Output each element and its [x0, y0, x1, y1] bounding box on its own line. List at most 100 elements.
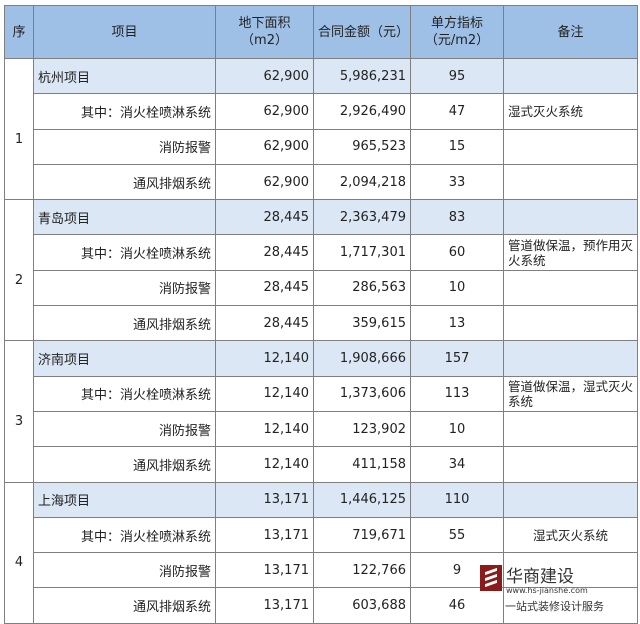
item-cell: 上海项目	[33, 481, 216, 518]
item-cell: 通风排烟系统	[33, 163, 216, 201]
amount-cell: 2,363,479	[313, 199, 411, 236]
item-cell: 通风排烟系统	[33, 587, 216, 624]
item-cell: 杭州项目	[33, 57, 216, 95]
item-cell: 其中：消火栓喷淋系统	[33, 375, 216, 412]
note-cell: 管道做保温，预作用灭火系统	[503, 234, 638, 271]
item-cell: 青岛项目	[33, 199, 216, 236]
amount-cell: 123,902	[313, 410, 411, 448]
table-row: 其中：消火栓喷淋系统 28,445 1,717,301 60 管道做保温，预作用灭火系统	[5, 234, 638, 271]
item-cell: 济南项目	[33, 340, 216, 377]
header-amount: 合同金额（元）	[313, 5, 411, 59]
header-note: 备注	[503, 5, 638, 59]
note-cell	[503, 305, 638, 342]
amount-cell: 359,615	[313, 305, 411, 342]
note-cell: 湿式灭火系统	[503, 93, 638, 130]
index-cell: 15	[410, 128, 504, 165]
area-cell: 28,445	[215, 269, 314, 307]
note-cell	[503, 128, 638, 165]
item-cell: 其中：消火栓喷淋系统	[33, 516, 216, 554]
area-cell: 13,171	[215, 587, 314, 624]
watermark-url: www.hs-jianshe.com	[506, 586, 588, 595]
table-row: 通风排烟系统 13,171 603,688 46	[5, 587, 638, 624]
index-cell: 10	[410, 410, 504, 448]
note-cell	[503, 199, 638, 236]
index-cell: 55	[410, 516, 504, 554]
index-cell: 13	[410, 305, 504, 342]
table-row: 消防报警 28,445 286,563 10	[5, 269, 638, 307]
logo-icon	[480, 565, 502, 591]
amount-cell: 1,717,301	[313, 234, 411, 271]
table-row: 通风排烟系统 28,445 359,615 13	[5, 305, 638, 342]
amount-cell: 2,926,490	[313, 93, 411, 130]
amount-cell: 1,446,125	[313, 481, 411, 518]
project-row: 2 青岛项目 28,445 2,363,479 83	[4, 199, 638, 342]
table-row: 其中：消火栓喷淋系统 12,140 1,373,606 113 管道做保温，湿式灭火系统	[5, 375, 638, 412]
note-cell	[503, 552, 638, 589]
table-row: 通风排烟系统 12,140 411,158 34	[5, 446, 638, 483]
index-cell: 47	[410, 93, 504, 130]
table-row: 其中：消火栓喷淋系统 62,900 2,926,490 47 湿式灭火系统	[5, 93, 638, 130]
amount-cell: 122,766	[313, 552, 411, 589]
amount-cell: 286,563	[313, 269, 411, 307]
index-cell: 95	[410, 57, 504, 95]
table-row: 消防报警 12,140 123,902 10	[5, 410, 638, 448]
area-cell: 12,140	[215, 410, 314, 448]
seq-cell: 4	[4, 481, 34, 624]
item-cell: 消防报警	[33, 410, 216, 448]
project-row: 1 杭州项目 62,900 5,986,231 95	[4, 57, 638, 201]
area-cell: 62,900	[215, 93, 314, 130]
amount-cell: 603,688	[313, 587, 411, 624]
area-cell: 12,140	[215, 446, 314, 483]
index-cell: 113	[410, 375, 504, 412]
header-row: 序 项目 地下面积（m2） 合同金额（元） 单方指标（元/m2） 备注	[4, 5, 638, 59]
index-cell: 157	[410, 340, 504, 377]
item-cell: 消防报警	[33, 552, 216, 589]
amount-cell: 1,373,606	[313, 375, 411, 412]
item-cell: 消防报警	[33, 128, 216, 165]
area-cell: 12,140	[215, 340, 314, 377]
area-cell: 28,445	[215, 199, 314, 236]
item-cell: 通风排烟系统	[33, 305, 216, 342]
area-cell: 62,900	[215, 128, 314, 165]
area-cell: 13,171	[215, 516, 314, 554]
seq-cell: 1	[4, 57, 34, 201]
area-cell: 13,171	[215, 481, 314, 518]
amount-cell: 411,158	[313, 446, 411, 483]
index-cell: 33	[410, 163, 504, 201]
table-row: 通风排烟系统 62,900 2,094,218 33	[5, 163, 638, 201]
index-cell: 34	[410, 446, 504, 483]
table-row: 消防报警 62,900 965,523 15	[5, 128, 638, 165]
note-cell	[503, 340, 638, 377]
area-cell: 28,445	[215, 305, 314, 342]
area-cell: 62,900	[215, 57, 314, 95]
note-cell	[503, 410, 638, 448]
note-cell	[503, 446, 638, 483]
amount-cell: 719,671	[313, 516, 411, 554]
item-cell: 消防报警	[33, 269, 216, 307]
watermark: 华商建设 www.hs-jianshe.com 一站式装修设计服务	[460, 562, 635, 620]
index-cell: 10	[410, 269, 504, 307]
header-index: 单方指标（元/m2）	[410, 5, 504, 59]
note-cell	[503, 163, 638, 201]
note-cell	[503, 481, 638, 518]
watermark-slogan: 一站式装修设计服务	[505, 600, 604, 613]
area-cell: 12,140	[215, 375, 314, 412]
header-item: 项目	[33, 5, 216, 59]
index-cell: 83	[410, 199, 504, 236]
item-cell: 其中：消火栓喷淋系统	[33, 234, 216, 271]
item-cell: 其中：消火栓喷淋系统	[33, 93, 216, 130]
cost-table: 序 项目 地下面积（m2） 合同金额（元） 单方指标（元/m2） 备注 1 杭州项…	[4, 5, 638, 624]
amount-cell: 1,908,666	[313, 340, 411, 377]
seq-cell: 2	[4, 199, 34, 342]
item-cell: 通风排烟系统	[33, 446, 216, 483]
index-cell: 60	[410, 234, 504, 271]
header-area: 地下面积（m2）	[215, 5, 314, 59]
project-row: 4 上海项目 13,171 1,446,125 110	[4, 481, 638, 624]
table-row: 其中：消火栓喷淋系统 13,171 719,671 55 湿式灭火系统	[5, 516, 638, 554]
area-cell: 62,900	[215, 163, 314, 201]
area-cell: 28,445	[215, 234, 314, 271]
index-cell: 110	[410, 481, 504, 518]
seq-cell: 3	[4, 340, 34, 483]
amount-cell: 5,986,231	[313, 57, 411, 95]
note-cell: 湿式灭火系统	[503, 516, 638, 554]
